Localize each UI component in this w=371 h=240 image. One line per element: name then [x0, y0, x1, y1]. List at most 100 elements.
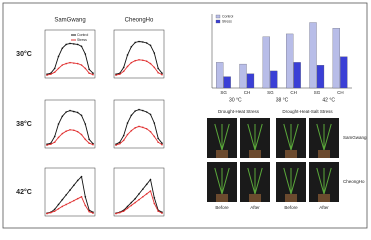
data-point — [138, 198, 140, 201]
plot-area — [44, 29, 96, 79]
data-point — [80, 133, 83, 136]
data-point — [119, 141, 121, 144]
x-tick-label: CH — [244, 90, 251, 95]
data-point — [130, 129, 133, 132]
data-point — [76, 197, 79, 200]
data-point — [65, 130, 67, 132]
data-point — [149, 178, 152, 181]
data-point — [134, 110, 136, 112]
plant-leaf — [254, 167, 263, 195]
data-point — [134, 127, 136, 129]
data-point — [73, 184, 75, 187]
data-point — [157, 210, 159, 212]
data-point — [73, 43, 75, 45]
data-point — [57, 203, 60, 206]
data-point — [73, 62, 75, 64]
data-point — [69, 61, 71, 64]
data-point — [61, 64, 64, 66]
plant-leaf — [290, 123, 299, 151]
data-point — [61, 198, 64, 201]
data-point — [149, 190, 152, 192]
row-title: 42°C — [16, 188, 32, 196]
data-point — [161, 143, 163, 146]
legend-swatch — [215, 19, 221, 24]
data-point — [69, 128, 71, 131]
data-point — [157, 71, 159, 74]
legend-label: Stress — [77, 38, 87, 42]
data-point — [50, 211, 52, 214]
plant-leaf — [214, 123, 223, 151]
data-point — [92, 143, 94, 146]
data-point — [149, 62, 152, 65]
pot — [216, 150, 228, 158]
data-point — [130, 201, 133, 204]
data-point — [138, 193, 140, 195]
data-point — [138, 58, 140, 61]
data-point — [46, 74, 48, 76]
pot — [216, 194, 228, 202]
legend-label: Control — [77, 33, 89, 37]
group-label: 42 °C — [322, 97, 335, 103]
data-point — [84, 123, 87, 125]
bar — [332, 28, 340, 89]
data-point — [126, 65, 129, 68]
bar — [270, 70, 278, 89]
data-point — [145, 60, 148, 62]
x-tick-label: SG — [220, 90, 227, 95]
data-point — [161, 73, 163, 76]
plant-leaf — [316, 167, 325, 195]
bar — [316, 65, 325, 89]
plant-leaf — [221, 123, 230, 151]
plant-leaf — [290, 167, 299, 195]
plot-area — [44, 167, 96, 217]
plot-area — [113, 29, 165, 79]
data-point — [80, 45, 83, 48]
photo-row-label: SamGwang — [343, 135, 367, 140]
data-point — [57, 55, 60, 58]
data-point — [161, 72, 163, 74]
data-point — [142, 109, 144, 112]
data-point — [153, 202, 156, 205]
data-point — [69, 201, 71, 204]
data-point — [61, 115, 64, 118]
plant-leaf — [247, 123, 256, 151]
data-point — [69, 109, 71, 112]
column-title: CheongHo — [125, 18, 154, 24]
data-point — [46, 144, 48, 146]
legend-swatch — [215, 14, 221, 19]
plant-leaf — [254, 123, 263, 151]
plant-leaf — [214, 167, 223, 195]
row-title: 38°C — [16, 120, 32, 128]
data-point — [88, 210, 90, 213]
plant-leaf — [283, 123, 292, 151]
data-point — [61, 47, 64, 50]
pot — [285, 194, 297, 202]
plant-leaf — [247, 167, 256, 195]
pot — [318, 150, 330, 158]
frame — [2, 2, 368, 229]
data-point — [80, 64, 83, 66]
data-point — [138, 40, 140, 43]
data-point — [46, 212, 48, 215]
row-title: 30°C — [16, 50, 32, 58]
data-point — [80, 175, 83, 178]
plot-area — [44, 99, 96, 149]
data-point — [142, 126, 144, 129]
data-point — [142, 41, 144, 43]
data-point — [115, 144, 117, 146]
photo-header: Drought-Heat-Salt Stress — [282, 109, 333, 114]
data-point — [122, 66, 125, 69]
data-point — [65, 203, 67, 206]
data-point — [157, 141, 159, 144]
data-point — [134, 41, 136, 44]
legend-label: Control — [222, 14, 234, 18]
data-point — [149, 130, 152, 133]
data-point — [69, 189, 71, 191]
data-point — [122, 139, 125, 142]
data-point — [126, 205, 129, 208]
data-point — [57, 123, 60, 125]
data-point — [61, 205, 64, 208]
data-point — [65, 62, 67, 65]
data-point — [126, 133, 129, 136]
data-point — [76, 43, 79, 46]
